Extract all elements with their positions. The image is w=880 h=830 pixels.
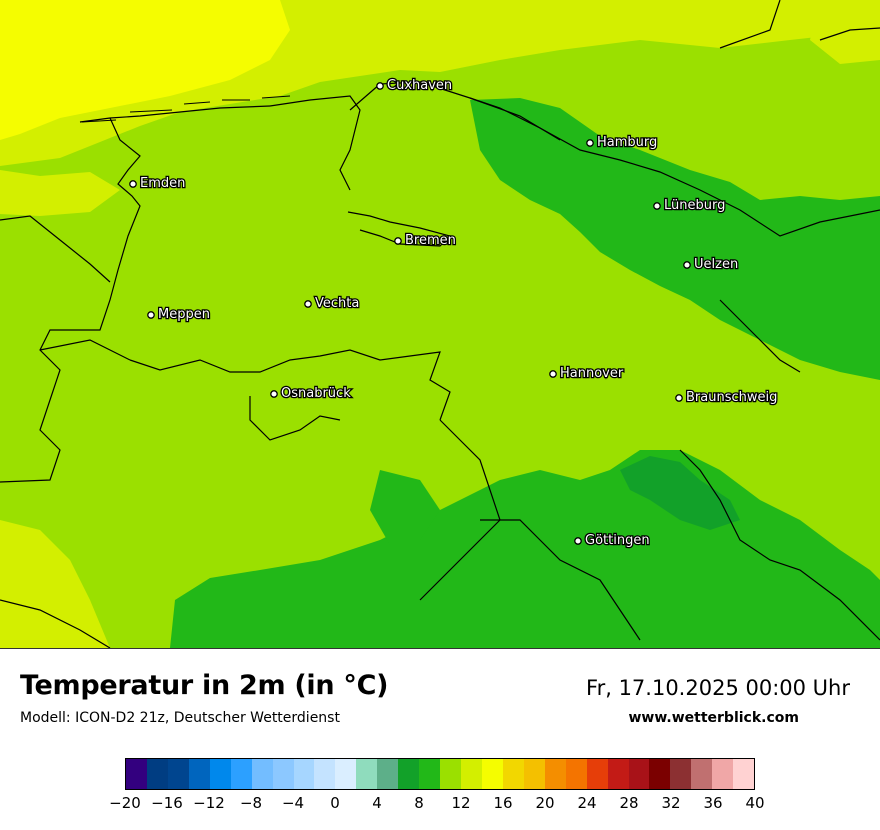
temp-field-10-northeast	[470, 98, 880, 380]
map-canvas: Cuxhaven Hamburg Emden Lüneburg Bremen U…	[0, 0, 880, 648]
temp-field-8-harz	[620, 456, 740, 530]
temperature-color-scale	[125, 758, 755, 790]
city-hannover[interactable]: Hannover	[549, 365, 625, 382]
city-bremen[interactable]: Bremen	[394, 232, 457, 249]
city-label: Uelzen	[694, 257, 738, 272]
color-scale-tick-label: 0	[330, 794, 340, 812]
color-scale-tick-label: 40	[745, 794, 765, 812]
color-swatch	[544, 759, 566, 789]
color-swatch	[670, 759, 692, 789]
color-swatch	[356, 759, 378, 789]
city-label: Hamburg	[597, 135, 657, 150]
model-source: Modell: ICON-D2 21z, Deutscher Wetterdie…	[20, 710, 340, 726]
color-scale-tick-label: −20	[109, 794, 141, 812]
color-scale-tick-label: 24	[577, 794, 597, 812]
color-swatch	[440, 759, 461, 789]
city-label: Göttingen	[585, 533, 650, 548]
color-swatch	[314, 759, 336, 789]
color-scale-tick-label: 12	[451, 794, 471, 812]
color-swatch	[209, 759, 231, 789]
color-swatch	[230, 759, 252, 789]
color-swatch	[607, 759, 629, 789]
color-scale-tick-label: 16	[493, 794, 513, 812]
color-swatch	[146, 759, 168, 789]
color-swatch	[502, 759, 524, 789]
city-label: Osnabrück	[281, 386, 351, 401]
city-label: Cuxhaven	[387, 78, 452, 93]
color-swatch	[251, 759, 273, 789]
temp-field-16-sea	[0, 0, 290, 140]
forecast-datetime: Fr, 17.10.2025 00:00 Uhr	[586, 676, 850, 700]
city-cuxhaven[interactable]: Cuxhaven	[376, 77, 453, 94]
city-uelzen[interactable]: Uelzen	[683, 256, 739, 273]
temp-field-14-southwest	[0, 520, 110, 648]
city-goettingen[interactable]: Göttingen	[574, 532, 651, 549]
color-swatch	[523, 759, 545, 789]
map-title: Temperatur in 2m (in °C)	[20, 670, 389, 701]
city-label: Emden	[140, 176, 185, 191]
color-swatch	[188, 759, 210, 789]
color-swatch	[377, 759, 399, 789]
city-label: Lüneburg	[664, 198, 725, 213]
color-swatch	[419, 759, 441, 789]
city-label: Hannover	[560, 366, 624, 381]
city-osnabrueck[interactable]: Osnabrück	[270, 385, 352, 402]
color-swatch	[733, 759, 755, 789]
city-emden[interactable]: Emden	[129, 175, 187, 192]
temp-field-14-emsland	[0, 170, 120, 216]
color-swatch	[167, 759, 189, 789]
color-scale-tick-label: 8	[414, 794, 424, 812]
website-link[interactable]: www.wetterblick.com	[628, 710, 800, 726]
color-scale-tick-label: 36	[703, 794, 723, 812]
color-swatch	[461, 759, 482, 789]
color-scale-tick-label: −8	[239, 794, 263, 812]
color-scale-tick-label: 4	[372, 794, 382, 812]
color-swatch	[126, 759, 147, 789]
color-swatch	[272, 759, 294, 789]
color-scale-tick-label: −4	[281, 794, 305, 812]
color-scale-tick-label: −12	[193, 794, 225, 812]
color-swatch	[691, 759, 713, 789]
color-swatch	[335, 759, 357, 789]
color-swatch	[712, 759, 734, 789]
city-meppen[interactable]: Meppen	[147, 306, 211, 323]
city-markers: Cuxhaven Hamburg Emden Lüneburg Bremen U…	[129, 77, 779, 549]
color-scale-ticks: −20 −16 −12 −8 −4 0 4 8 12 16 20 24 28 32 36 40	[0, 794, 880, 818]
map-islands	[81, 95, 291, 123]
color-swatch	[649, 759, 671, 789]
city-label: Braunschweig	[686, 390, 777, 405]
color-swatch	[628, 759, 650, 789]
color-scale-tick-label: 20	[535, 794, 555, 812]
map-borders	[0, 0, 880, 648]
color-swatch	[565, 759, 587, 789]
color-swatch	[398, 759, 420, 789]
city-lueneburg[interactable]: Lüneburg	[653, 197, 727, 214]
color-scale-tick-label: 28	[619, 794, 639, 812]
color-scale-tick-label: 32	[661, 794, 681, 812]
city-label: Vechta	[315, 296, 359, 311]
city-braunschweig[interactable]: Braunschweig	[675, 389, 779, 406]
city-label: Meppen	[158, 307, 210, 322]
city-vechta[interactable]: Vechta	[304, 295, 361, 312]
city-hamburg[interactable]: Hamburg	[586, 134, 659, 151]
color-scale-tick-label: −16	[151, 794, 183, 812]
temperature-map: Cuxhaven Hamburg Emden Lüneburg Bremen U…	[0, 0, 880, 649]
color-swatch	[293, 759, 315, 789]
color-swatch	[586, 759, 608, 789]
color-swatch	[481, 759, 503, 789]
city-label: Bremen	[405, 233, 456, 248]
temp-field-10-osnabrueck-south	[370, 470, 440, 545]
